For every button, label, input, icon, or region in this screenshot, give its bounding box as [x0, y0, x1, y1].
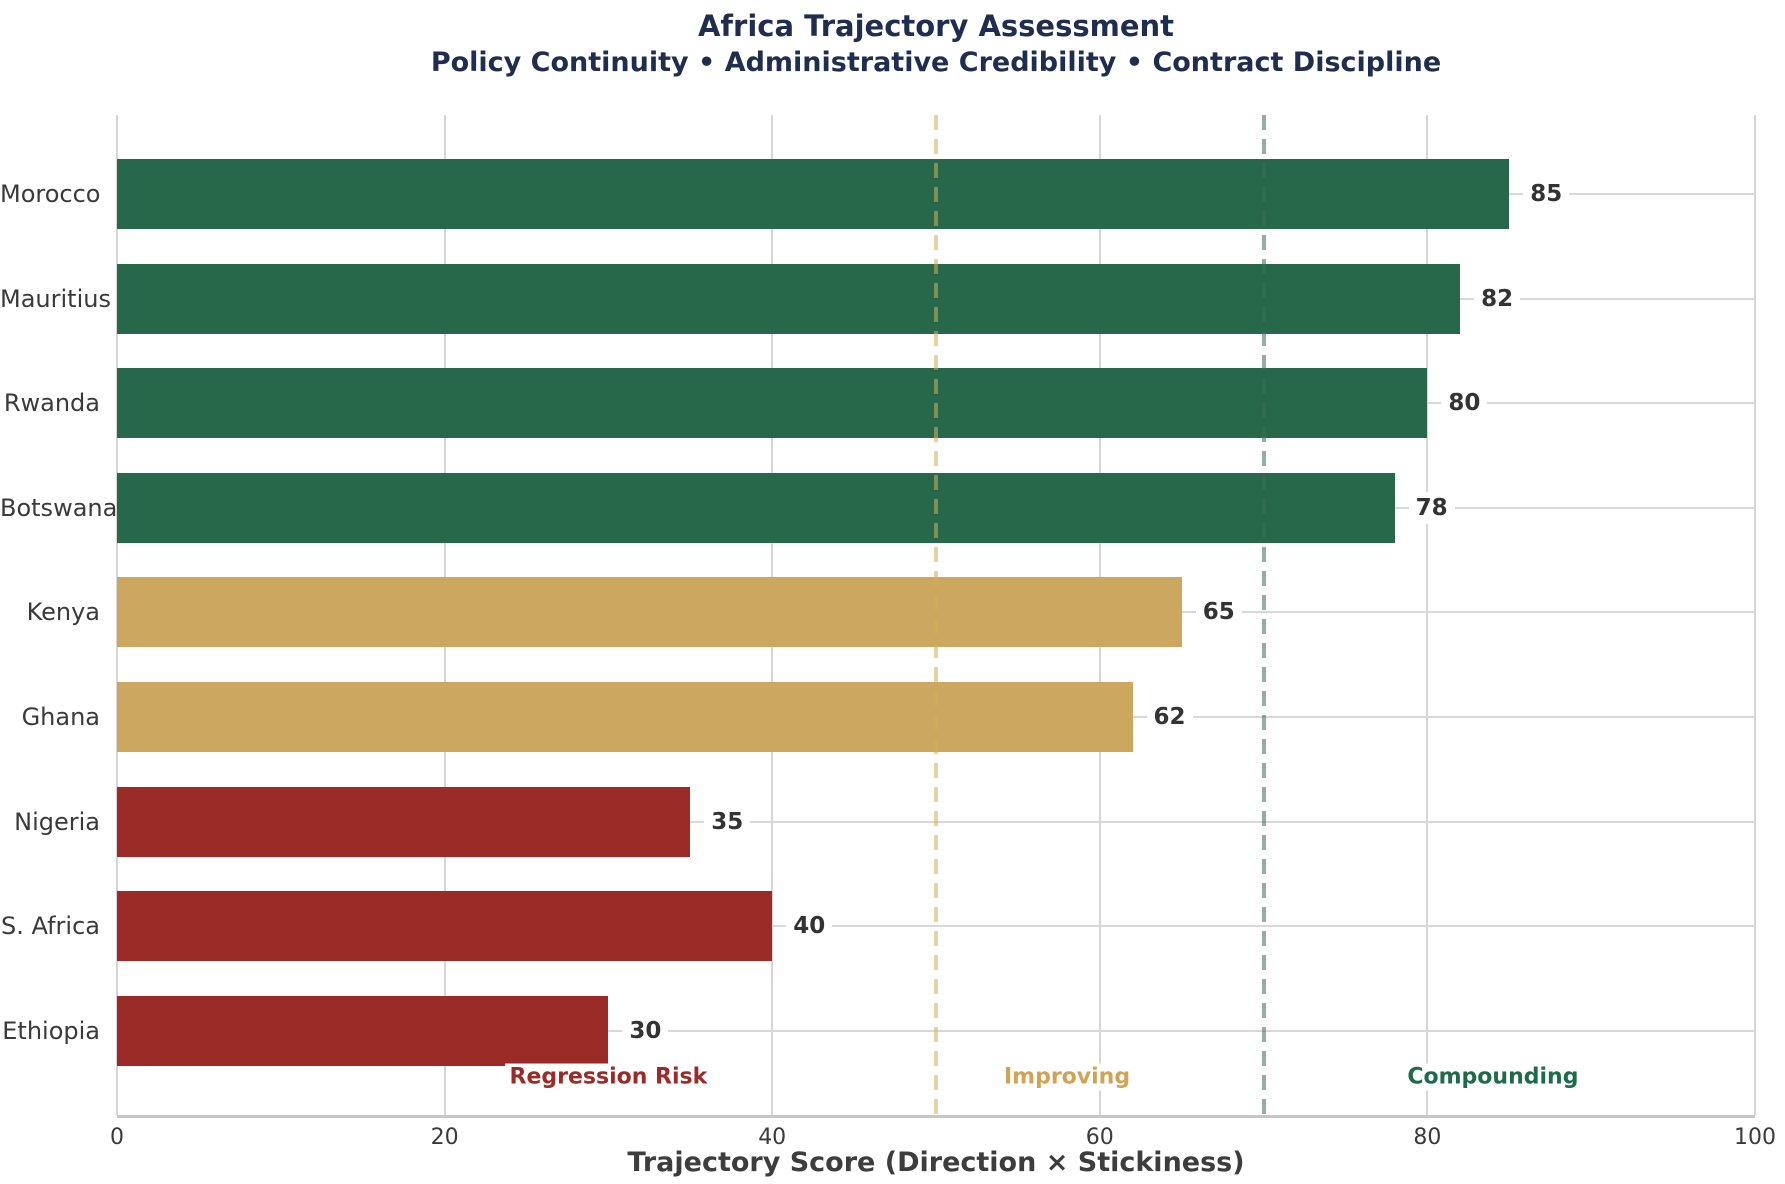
- value-label-rwanda: 80: [1441, 387, 1488, 420]
- x-axis-title: Trajectory Score (Direction × Stickiness…: [627, 1147, 1245, 1178]
- value-label-kenya: 65: [1195, 596, 1242, 629]
- bar-s-africa: [117, 891, 773, 962]
- x-tick-label-0: 0: [110, 1125, 124, 1150]
- value-label-nigeria: 35: [704, 805, 751, 838]
- bar-morocco: [117, 159, 1510, 229]
- reference-line-50: [934, 115, 938, 1115]
- x-tick-label-100: 100: [1734, 1125, 1776, 1150]
- value-label-ghana: 62: [1146, 701, 1193, 733]
- bar-mauritius: [117, 263, 1461, 334]
- zone-label-compounding: Compounding: [1403, 1063, 1583, 1091]
- bar-kenya: [117, 577, 1182, 648]
- value-label-s-africa: 40: [786, 910, 833, 943]
- category-label-mauritius: Mauritius: [0, 284, 111, 313]
- bar-ethiopia: [117, 995, 609, 1066]
- zone-label-improving: Improving: [999, 1063, 1135, 1091]
- vertical-gridline-80: [1426, 115, 1429, 1115]
- chart-subtitle: Policy Continuity • Administrative Credi…: [430, 47, 1442, 78]
- plot-area: Trajectory Score (Direction × Stickiness…: [110, 115, 1776, 1178]
- x-tick-label-80: 80: [1413, 1125, 1442, 1150]
- chart-header: Africa Trajectory Assessment Policy Cont…: [117, 8, 1755, 80]
- x-tick-label-40: 40: [758, 1125, 787, 1150]
- category-label-nigeria: Nigeria: [14, 807, 100, 836]
- x-tick-label-60: 60: [1085, 1125, 1114, 1150]
- value-label-ethiopia: 30: [622, 1014, 669, 1047]
- reference-line-70: [1261, 115, 1266, 1115]
- value-label-botswana: 78: [1408, 491, 1455, 524]
- category-label-s-africa: S. Africa: [1, 912, 100, 941]
- vertical-gridline-100: [1754, 115, 1756, 1115]
- bar-botswana: [117, 472, 1395, 543]
- x-tick-label-20: 20: [430, 1125, 459, 1150]
- category-label-botswana: Botswana: [0, 493, 118, 522]
- category-label-rwanda: Rwanda: [3, 389, 100, 418]
- bar-nigeria: [117, 786, 691, 857]
- value-label-mauritius: 82: [1474, 282, 1521, 315]
- value-label-morocco: 85: [1523, 178, 1570, 210]
- category-label-ghana: Ghana: [21, 703, 100, 731]
- category-label-kenya: Kenya: [26, 598, 100, 627]
- x-axis-line: [117, 1115, 1755, 1118]
- category-label-morocco: Morocco: [0, 180, 101, 208]
- bar-ghana: [117, 682, 1133, 752]
- bar-rwanda: [117, 368, 1428, 439]
- zone-label-regression-risk: Regression Risk: [505, 1063, 712, 1091]
- chart-title: Africa Trajectory Assessment: [697, 9, 1175, 43]
- category-label-ethiopia: Ethiopia: [2, 1016, 100, 1045]
